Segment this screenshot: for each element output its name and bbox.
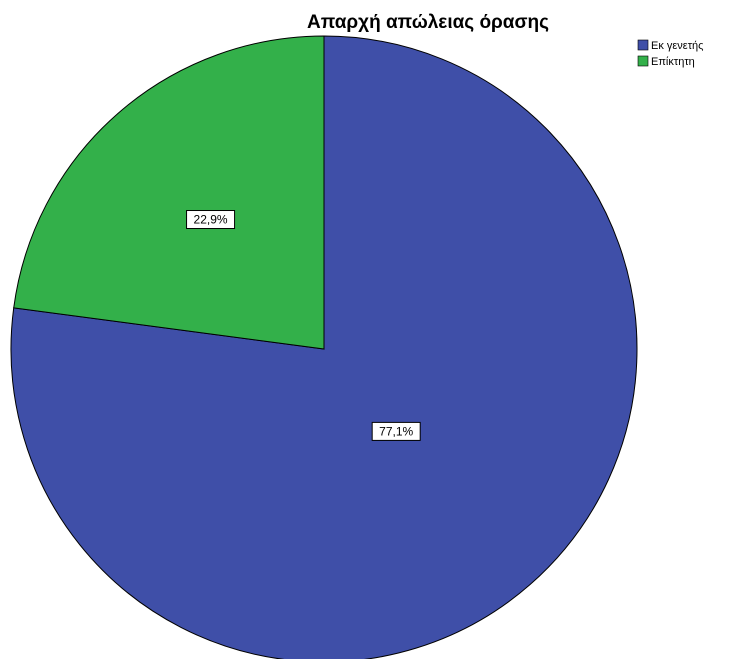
legend-swatch-0 <box>637 39 649 51</box>
legend-label-0: Εκ γενετής <box>651 40 703 52</box>
pie-slice-0 <box>10 35 638 659</box>
legend-item-0: Εκ γενετής <box>637 39 703 52</box>
legend-item-1: Επίκτητη <box>637 55 695 68</box>
data-label-text-1: 22,9% <box>194 213 228 227</box>
data-label-0: 77,1% <box>371 421 421 441</box>
chart-title: Απαρχή απώλειας όρασης <box>307 12 549 33</box>
data-label-1: 22,9% <box>186 210 236 230</box>
legend-label-1: Επίκτητη <box>651 56 695 68</box>
data-label-box-1 <box>186 210 236 230</box>
pie-slices <box>10 35 638 659</box>
data-label-text-0: 77,1% <box>379 424 413 438</box>
legend: Εκ γενετής Επίκτητη <box>637 39 703 68</box>
data-label-box-0 <box>371 421 421 441</box>
pie-slice-1 <box>13 35 325 350</box>
legend-swatch-1 <box>637 55 649 67</box>
slice-data-labels: 77,1% 22,9% <box>186 210 421 441</box>
